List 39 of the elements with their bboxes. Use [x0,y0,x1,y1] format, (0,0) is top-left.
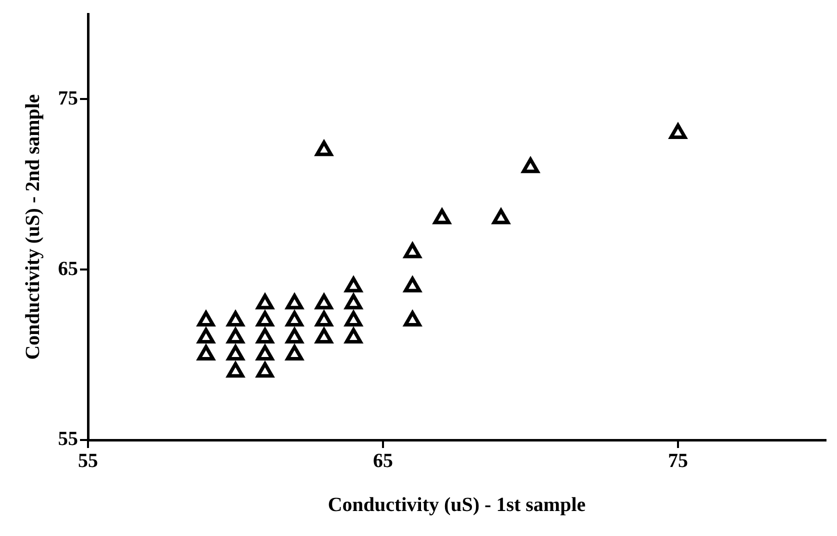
point [256,345,274,361]
point [404,310,422,326]
point [344,276,362,292]
point [197,310,215,326]
point [256,294,274,310]
point [433,208,451,224]
point [286,294,304,310]
y-tick-label: 55 [58,428,78,450]
x-axis-title: Conductivity (uS) - 1st sample [328,494,586,516]
point [344,328,362,344]
point [256,310,274,326]
point [315,140,333,156]
point [226,345,244,361]
point [197,345,215,361]
point [226,328,244,344]
y-tick-label: 65 [58,258,78,280]
point [344,294,362,310]
point [522,158,540,174]
point [404,276,422,292]
x-tick-label: 55 [78,450,98,472]
point [256,328,274,344]
point [404,242,422,258]
point [492,208,510,224]
point [226,310,244,326]
point [197,328,215,344]
point [315,310,333,326]
point [226,362,244,378]
point [315,294,333,310]
point [286,310,304,326]
y-axis-title: Conductivity (uS) - 2nd sample [22,94,44,360]
point [286,345,304,361]
point [256,362,274,378]
x-tick-label: 75 [668,450,688,472]
point [669,124,687,140]
point [315,328,333,344]
point [344,310,362,326]
x-tick-label: 65 [373,450,393,472]
point [286,328,304,344]
y-tick-label: 75 [58,87,78,110]
